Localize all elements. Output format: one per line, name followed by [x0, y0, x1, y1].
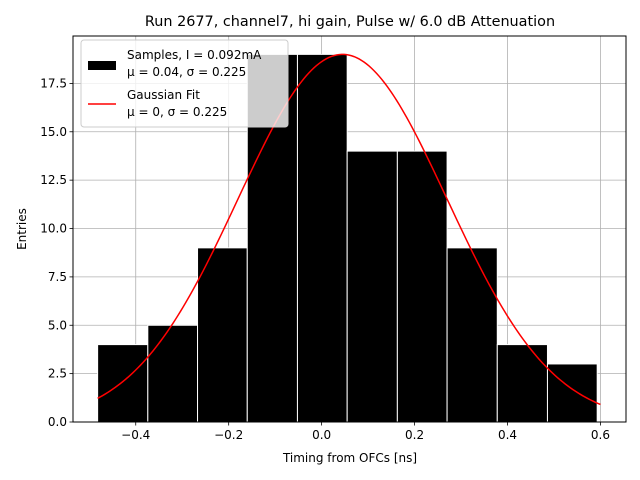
y-tick-label: 15.0	[40, 125, 67, 139]
histogram-bar	[296, 53, 348, 423]
x-axis-label: Timing from OFCs [ns]	[282, 451, 417, 465]
histogram-bar	[396, 150, 448, 423]
x-tick-label: −0.2	[214, 428, 243, 442]
x-axis-ticks: −0.4 −0.2 0.0 0.2 0.4 0.6	[121, 422, 610, 442]
x-tick-label: 0.6	[591, 428, 610, 442]
legend-box	[80, 39, 289, 128]
y-tick-label: 10.0	[40, 222, 67, 236]
legend-histogram-label-line1: Samples, I = 0.092mA	[127, 48, 262, 62]
y-tick-label: 12.5	[40, 173, 67, 187]
legend-histogram-swatch	[88, 61, 116, 70]
legend-histogram-label-line2: μ = 0.04, σ = 0.225	[127, 65, 246, 79]
histogram-bar	[197, 247, 248, 423]
histogram-bar	[147, 324, 199, 423]
fit-curve	[97, 53, 601, 406]
x-tick-label: −0.4	[121, 428, 150, 442]
plot-area-frame	[72, 35, 627, 423]
histogram-bar	[346, 150, 398, 423]
y-tick-label: 0.0	[48, 415, 67, 429]
y-tick-label: 2.5	[48, 367, 67, 381]
legend-fit-label-line2: μ = 0, σ = 0.225	[127, 105, 227, 119]
histogram-bar	[446, 247, 498, 423]
y-tick-label: 17.5	[40, 76, 67, 90]
y-axis-label: Entries	[15, 208, 29, 250]
y-tick-label: 5.0	[48, 318, 67, 332]
x-tick-label: 0.2	[405, 428, 424, 442]
histogram-bar	[546, 363, 598, 423]
x-tick-label: 0.4	[498, 428, 517, 442]
y-tick-label: 7.5	[48, 270, 67, 284]
legend: Samples, I = 0.092mA μ = 0.04, σ = 0.225…	[80, 39, 289, 128]
histogram-bar	[97, 344, 149, 423]
legend-fit-label-line1: Gaussian Fit	[127, 88, 200, 102]
chart-title: Run 2677, channel7, hi gain, Pulse w/ 6.…	[145, 14, 555, 30]
histogram-bar	[496, 344, 548, 423]
y-axis-ticks: 0.0 2.5 5.0 7.5 10.0 12.5 15.0 17.5	[40, 76, 73, 429]
gaussian-fit-line	[97, 53, 601, 406]
x-tick-label: 0.0	[312, 428, 331, 442]
